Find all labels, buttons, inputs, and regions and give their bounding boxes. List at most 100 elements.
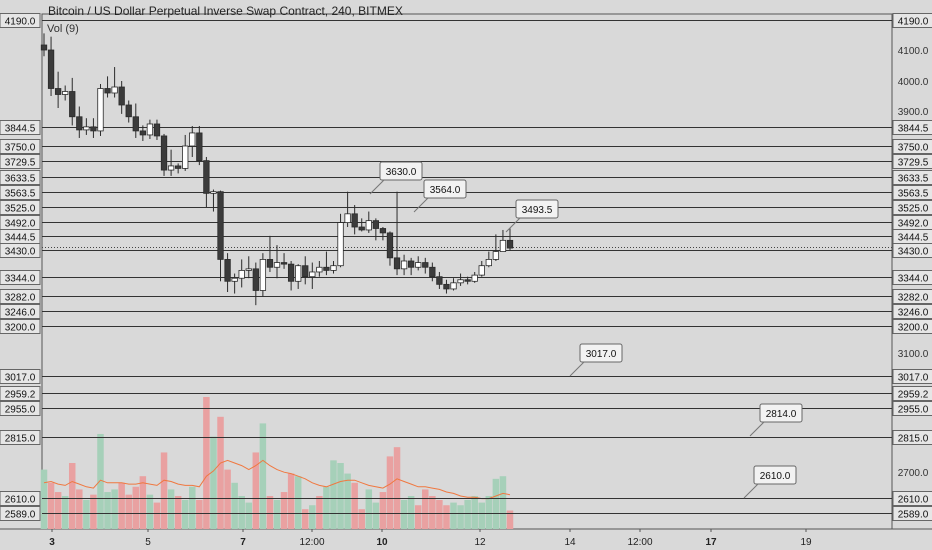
- level-label-right-box: [892, 185, 932, 200]
- price-callout-box: [753, 465, 797, 485]
- level-label-left-box: [0, 491, 41, 506]
- price-callout-label: 2610.0: [760, 471, 791, 482]
- candle-body: [330, 265, 337, 271]
- level-label-left-box: [0, 154, 41, 169]
- candle-body: [76, 116, 83, 131]
- x-tick-label: 7: [240, 537, 246, 548]
- candle-body: [111, 86, 118, 94]
- candle-body: [429, 266, 436, 278]
- level-label-right-box: [892, 13, 932, 28]
- level-label-left-box: [0, 243, 41, 258]
- level-label-left-box: [0, 430, 41, 445]
- candle-body: [295, 265, 302, 282]
- level-label-right: 3844.5: [898, 124, 929, 135]
- candle-body: [47, 49, 55, 89]
- candle-body: [252, 268, 259, 291]
- x-tick-label: 12: [474, 537, 486, 548]
- volume-bar: [316, 496, 323, 529]
- candle-body: [245, 268, 252, 271]
- candle-body: [146, 123, 154, 136]
- level-label-left-box: [0, 200, 41, 215]
- level-label-right-box: [892, 243, 932, 258]
- volume-bar: [266, 496, 274, 529]
- level-label-right: 3444.5: [898, 233, 929, 244]
- x-tick-label: 3: [49, 537, 55, 548]
- candle-body: [125, 104, 132, 118]
- volume-bar: [104, 492, 111, 529]
- price-callout-label: 3564.0: [430, 185, 461, 196]
- volume-bar: [400, 499, 408, 529]
- level-label-left: 2610.0: [5, 495, 36, 506]
- level-label-right: 3344.0: [898, 274, 929, 285]
- volume-bar: [301, 509, 309, 529]
- level-label-right-box: [892, 401, 932, 416]
- candle-body: [436, 276, 443, 285]
- level-label-left: 3633.5: [5, 174, 36, 185]
- candle-body: [408, 260, 415, 268]
- volume-bar: [90, 494, 97, 529]
- candle-body: [499, 239, 507, 252]
- price-callout-box: [423, 179, 467, 199]
- level-label-left-box: [0, 170, 41, 185]
- price-callout-label: 2814.0: [766, 409, 797, 420]
- candle-body: [492, 251, 500, 260]
- volume-bar: [478, 502, 486, 529]
- volume-bar: [83, 499, 90, 529]
- volume-bar: [407, 496, 415, 529]
- volume-bar: [217, 416, 224, 529]
- level-label-left: 3282.0: [5, 293, 36, 304]
- level-label-right: 2589.0: [898, 510, 929, 521]
- volume-bar: [245, 502, 253, 529]
- candle-body: [457, 279, 464, 284]
- price-callout-pointer: [569, 361, 585, 377]
- level-label-right-box: [892, 386, 932, 401]
- candle-body: [485, 259, 492, 267]
- volume-bar: [61, 496, 69, 529]
- volume-bar: [47, 482, 55, 529]
- volume-bar: [68, 463, 76, 529]
- y-tick-label: 3100.0: [898, 349, 929, 360]
- x-tick-label: 19: [800, 537, 812, 548]
- level-label-left: 3844.5: [5, 124, 36, 135]
- candle-body: [62, 91, 69, 95]
- price-callout-box: [759, 403, 803, 423]
- level-label-right: 3282.0: [898, 293, 929, 304]
- volume-bar: [97, 433, 104, 529]
- level-label-right: 3430.0: [898, 247, 929, 258]
- volume-bar: [273, 499, 281, 529]
- level-label-right-box: [892, 369, 932, 384]
- level-label-left: 3017.0: [5, 373, 36, 384]
- candle-body: [118, 86, 125, 106]
- candle-body: [344, 213, 351, 223]
- price-callout-label: 3493.5: [522, 205, 553, 216]
- volume-bar: [125, 494, 132, 529]
- candle-body: [478, 265, 485, 276]
- level-label-left: 2955.0: [5, 405, 36, 416]
- volume-bar: [365, 489, 373, 529]
- level-label-right-box: [892, 139, 932, 154]
- candle-body: [415, 262, 422, 268]
- candle-body: [54, 88, 62, 95]
- level-label-left: 3563.5: [5, 189, 36, 200]
- price-callout-box: [379, 161, 423, 181]
- level-label-right-box: [892, 200, 932, 215]
- level-label-left-box: [0, 13, 41, 28]
- volume-bar: [181, 499, 189, 529]
- volume-bar: [429, 496, 436, 529]
- y-tick-label: 3900.0: [898, 107, 929, 118]
- volume-bar: [492, 478, 500, 529]
- level-label-left: 3344.0: [5, 274, 36, 285]
- candle-body: [302, 265, 309, 278]
- price-callout-pointer: [505, 217, 521, 233]
- candle-body: [287, 263, 295, 282]
- volume-bar: [259, 423, 267, 529]
- candle-body: [160, 135, 168, 171]
- candle-body: [273, 262, 281, 268]
- candle-body: [393, 257, 401, 270]
- level-label-right: 3563.5: [898, 189, 929, 200]
- volume-bar: [160, 452, 168, 529]
- volume-bar: [323, 486, 330, 529]
- volume-bar: [337, 463, 344, 529]
- candle-body: [372, 220, 379, 229]
